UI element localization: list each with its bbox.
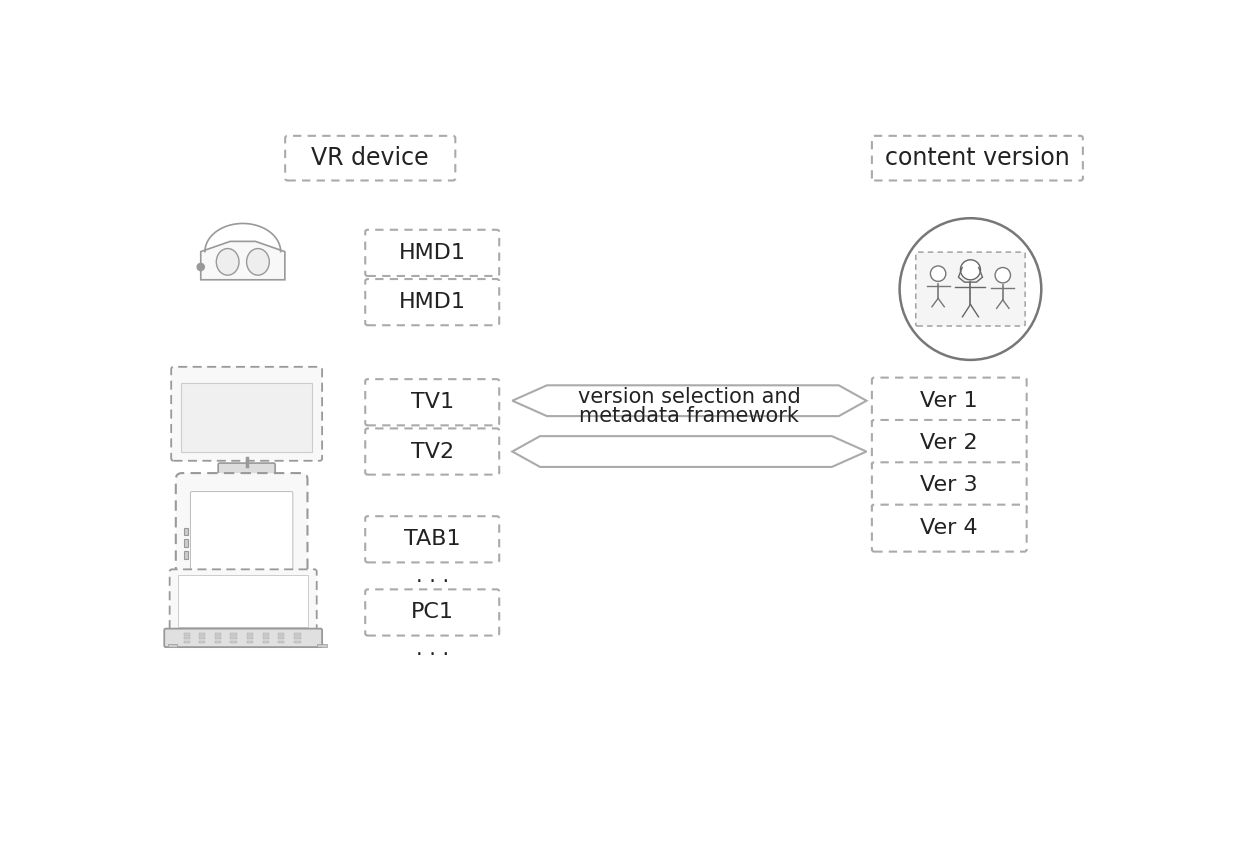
FancyBboxPatch shape [285,136,455,181]
Bar [263,637,269,639]
Text: VR device: VR device [311,146,429,170]
Bar [247,637,253,639]
FancyBboxPatch shape [872,462,1027,509]
FancyBboxPatch shape [218,463,275,475]
Bar [215,641,221,643]
Bar [179,574,309,627]
Bar [294,637,300,639]
Text: Ver 2: Ver 2 [920,433,977,453]
Ellipse shape [216,248,239,275]
FancyBboxPatch shape [366,229,500,276]
FancyBboxPatch shape [366,429,500,474]
FancyBboxPatch shape [191,491,293,594]
FancyBboxPatch shape [366,516,500,562]
Bar [198,633,205,635]
Bar [247,633,253,635]
Bar [278,641,284,643]
Text: HMD1: HMD1 [399,292,466,312]
FancyBboxPatch shape [366,279,500,325]
Bar [181,383,312,452]
Text: Ver 3: Ver 3 [920,475,977,496]
FancyBboxPatch shape [872,136,1083,181]
Text: content version: content version [885,146,1070,170]
Bar [294,633,300,635]
Bar [263,633,269,635]
Polygon shape [201,241,285,280]
Circle shape [238,597,244,603]
Text: HMD1: HMD1 [399,243,466,263]
Bar [184,539,188,547]
FancyBboxPatch shape [872,505,1027,551]
Text: Ver 1: Ver 1 [920,390,977,411]
Bar [184,637,190,639]
Bar [278,637,284,639]
Circle shape [930,266,946,282]
FancyBboxPatch shape [872,377,1027,425]
Circle shape [197,264,205,270]
Circle shape [994,267,1011,282]
FancyBboxPatch shape [366,379,500,425]
Text: metadata framework: metadata framework [579,406,800,426]
Bar [278,633,284,635]
Polygon shape [512,436,867,467]
Text: TV1: TV1 [410,392,454,413]
FancyBboxPatch shape [366,590,500,635]
Bar [317,644,326,647]
Bar [215,637,221,639]
Bar [231,633,237,635]
Bar [263,641,269,643]
FancyBboxPatch shape [171,367,322,461]
Bar [169,644,177,647]
Bar [215,633,221,635]
FancyBboxPatch shape [872,420,1027,467]
FancyBboxPatch shape [164,628,322,647]
Polygon shape [512,385,867,416]
Bar [247,641,253,643]
Text: PC1: PC1 [410,603,454,622]
FancyBboxPatch shape [170,569,316,634]
Circle shape [961,260,981,280]
Text: Ver 4: Ver 4 [920,518,977,538]
Bar [184,633,190,635]
Bar [198,637,205,639]
Bar [184,551,188,559]
Bar [294,641,300,643]
Text: version selection and: version selection and [578,387,801,407]
Bar [184,641,190,643]
Bar [198,641,205,643]
Ellipse shape [247,248,269,275]
Text: TV2: TV2 [410,442,454,461]
Text: . . .: . . . [415,639,449,659]
Bar [231,637,237,639]
FancyBboxPatch shape [916,253,1025,326]
FancyBboxPatch shape [176,473,308,612]
Bar [184,528,188,536]
Text: . . .: . . . [415,567,449,586]
Bar [231,641,237,643]
Text: TAB1: TAB1 [404,529,460,550]
